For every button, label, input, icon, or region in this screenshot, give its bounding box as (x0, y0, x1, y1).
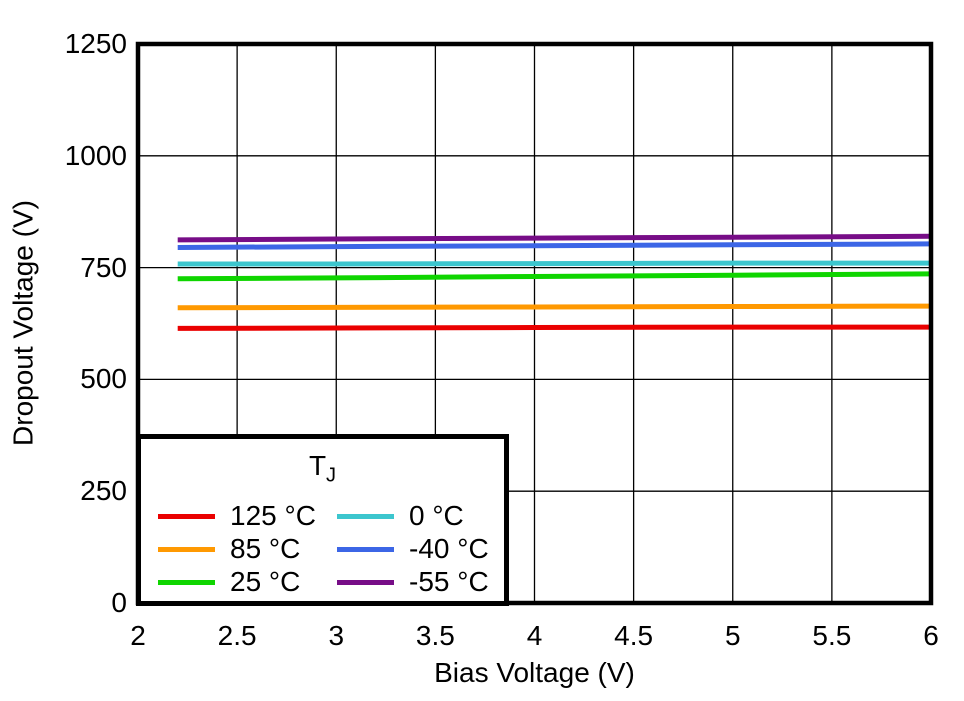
y-axis-label: Dropout Voltage (V) (7, 200, 39, 446)
legend-column-0: 125 °C 85 °C 25 °C (158, 500, 337, 599)
x-tick-label-6: 6 (923, 620, 939, 651)
legend-label-25c: 25 °C (230, 566, 301, 598)
legend-entry-85c: 85 °C (158, 533, 337, 566)
legend-column-1: 0 °C -40 °C -55 °C (337, 500, 489, 599)
x-tick-label-55: 5.5 (812, 620, 852, 651)
legend-swatch-85c (158, 546, 215, 552)
legend-title-subscript: J (326, 464, 337, 487)
series-line-3-0c (177, 260, 931, 267)
legend-swatch-0c (337, 513, 394, 519)
legend-swatch-55c (337, 579, 394, 585)
x-tick-label-3: 3 (328, 620, 345, 651)
legend-swatch-40c (337, 546, 394, 552)
y-tick-label-1000: 1000 (64, 139, 127, 171)
legend-title-main: T (308, 450, 327, 481)
y-tick-label-750: 750 (80, 251, 127, 283)
legend-label-55c: -55 °C (409, 566, 489, 598)
legend-body: 125 °C 85 °C 25 °C 0 °C -40 °C -55 °C (141, 500, 504, 599)
x-tick-label-35: 3.5 (415, 620, 455, 651)
y-tick-label-1250: 1250 (64, 28, 127, 59)
legend-entry-25c: 25 °C (158, 566, 337, 599)
series-line-2-25c (177, 271, 932, 282)
legend: TJ 125 °C 85 °C 25 °C 0 °C -40 °C -55 °C (136, 434, 509, 606)
legend-entry-40c: -40 °C (337, 533, 489, 566)
series-line-4-40c (177, 241, 932, 250)
x-tick-label-45: 4.5 (614, 620, 654, 651)
series-line-0-125c (177, 324, 931, 331)
x-tick-label-4: 4 (526, 620, 543, 651)
x-tick-label-2: 2 (130, 620, 146, 651)
y-tick-label-0: 0 (111, 587, 127, 618)
y-tick-label-500: 500 (80, 363, 127, 395)
legend-label-40c: -40 °C (409, 533, 489, 565)
x-tick-label-5: 5 (724, 620, 741, 651)
x-axis-label: Bias Voltage (V) (434, 657, 635, 688)
x-tick-label-25: 2.5 (217, 620, 257, 651)
legend-swatch-25c (158, 579, 215, 585)
legend-title: TJ (141, 451, 504, 491)
legend-label-125c: 125 °C (230, 500, 316, 532)
legend-entry-125c: 125 °C (158, 500, 337, 533)
legend-label-0c: 0 °C (409, 500, 464, 532)
legend-label-85c: 85 °C (230, 533, 301, 565)
y-tick-label-250: 250 (80, 475, 127, 507)
series-line-1-85c (177, 303, 932, 311)
plot-frame (135, 41, 934, 606)
legend-swatch-125c (158, 513, 215, 519)
legend-entry-0c: 0 °C (337, 500, 489, 533)
legend-entry-55c: -55 °C (337, 566, 489, 599)
series-line-5-55c (177, 233, 932, 243)
